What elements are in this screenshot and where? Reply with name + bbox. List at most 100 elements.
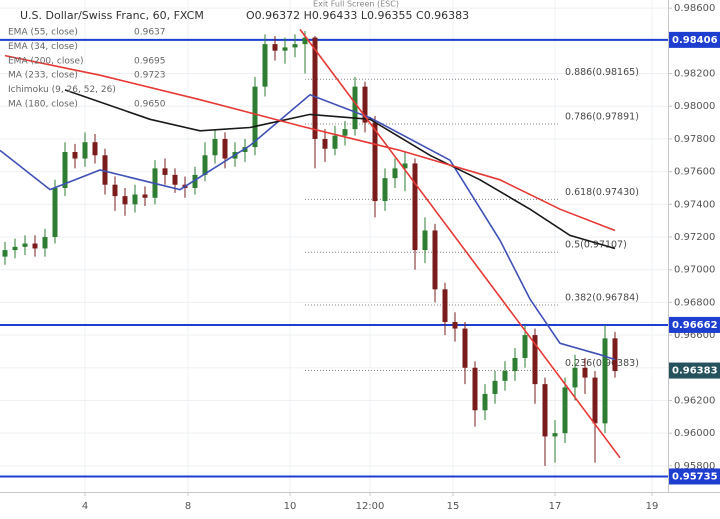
candle-body [532,335,538,385]
candle-body [132,194,138,205]
indicator-value: 0.9637 [134,28,166,38]
candle-body [522,335,528,358]
candle-body [592,377,598,424]
candle-body [552,433,558,437]
y-tick-label: 0.95800 [674,461,715,472]
plot: 0.886(0.98165) 0.786(0.97891) 0.618(0.9743… [0,28,668,478]
candle-body [382,178,388,202]
y-tick-label: 0.98000 [674,101,715,112]
y-tick-label: 0.96600 [674,330,715,341]
indicator-name: MA (233, close) [8,71,78,81]
candle-body [542,384,548,437]
candle-body [562,387,568,434]
candle-body [402,163,408,169]
y-tick-label: 0.97600 [674,167,715,178]
candle-body [122,196,128,205]
candle-body [342,129,348,136]
candle-body [162,168,168,175]
price-tag [669,468,720,485]
y-tick-label: 0.97800 [674,134,715,145]
indicator-line [0,93,616,361]
indicator-name: EMA (34, close) [8,42,78,52]
x-tick-label: 17 [549,501,562,512]
candle-body [32,243,38,249]
price-tag [669,31,720,48]
candle-body [322,138,328,149]
y-tick-label: 0.96000 [674,428,715,439]
chart-title: U.S. Dollar/Swiss Franc, 60, FXCM [20,9,204,22]
fib-label: 0.5(0.97107) [565,240,627,251]
candle-body [2,250,8,257]
candle-body [372,122,378,202]
price-tag-label: 0.98406 [672,35,718,46]
candle-body [192,174,198,188]
candle-body [582,367,588,378]
candle-body [432,230,438,290]
indicator-value: 0.9695 [134,56,166,66]
candle-body [412,163,418,251]
candle-body [22,243,28,247]
candle-body [142,194,148,198]
candle-body [302,37,308,45]
candle-body [52,187,58,238]
candle-body [82,142,88,159]
candle-body [172,174,178,185]
candle-body [112,184,118,197]
indicator-name: Ichimoku (9, 26, 52, 26) [8,85,116,95]
x-tick-label: 19 [646,501,659,512]
y-tick-label: 0.97200 [674,232,715,243]
candle-body [212,138,218,156]
candle-body [472,367,478,411]
fib-label: 0.382(0.96784) [565,293,639,304]
indicator-value: 0.9650 [134,100,166,110]
candle-body [252,86,258,148]
candle-body [602,338,608,424]
candle-body [72,152,78,159]
candle-body [392,168,398,179]
trendline [299,28,621,459]
x-tick-label: 4 [82,501,88,512]
candle-body [502,371,508,381]
candle-body [262,44,268,87]
candle-body [282,47,288,51]
y-tick-label: 0.98200 [674,69,715,80]
candle-body [492,380,498,394]
candle-body [362,86,368,123]
y-tick-label: 0.98600 [674,3,715,14]
ohlc-readout: O0.96372 H0.96433 L0.96355 C0.96383 [246,9,469,22]
fib-label: 0.236(0.96383) [565,358,639,369]
price-tag-label: 0.96662 [672,320,718,331]
fib-label: 0.886(0.98165) [565,67,639,78]
indicator-name: EMA (200, close) [8,56,84,66]
candle-body [222,138,228,159]
candle-body [422,230,428,251]
y-tick-label: 0.96200 [674,395,715,406]
fib-label: 0.786(0.97891) [565,112,639,123]
candle-body [202,155,208,175]
y-tick-label: 0.96800 [674,297,715,308]
price-tag-label: 0.96383 [672,366,718,377]
candle-body [62,152,68,188]
candle-body [352,86,358,130]
candle-body [572,367,578,388]
candle-body [482,393,488,411]
candle-body [442,289,448,323]
candle-body [452,322,458,329]
candle-body [292,44,298,48]
legend: U.S. Dollar/Swiss Franc, 60, FXCM O0.963… [8,9,469,110]
price-tag-label: 0.95735 [672,471,718,482]
indicator-value: 0.9723 [134,71,166,81]
x-tick-label: 8 [185,501,191,512]
indicator-name: MA (180, close) [8,100,78,110]
candle-body [332,135,338,149]
y-tick-label: 0.97400 [674,199,715,210]
indicator-line [4,54,616,232]
y-tick-label: 0.97000 [674,265,715,276]
indicator-name: EMA (55, close) [8,28,78,38]
candle-body [512,357,518,372]
candle-body [42,237,48,249]
exit-fullscreen-button[interactable]: Exit Full Screen (ESC) [313,0,399,9]
candle-body [92,142,98,156]
